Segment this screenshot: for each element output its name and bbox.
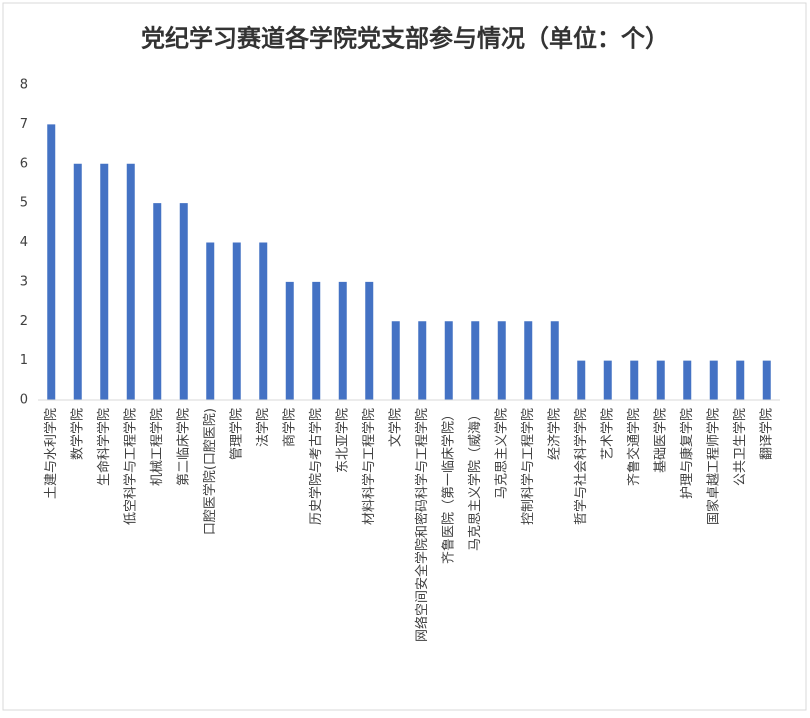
bar [153, 203, 162, 400]
x-tick-label: 第二临床学院 [175, 408, 191, 486]
bar [736, 360, 745, 400]
x-tick-label: 基础医学院 [652, 408, 668, 473]
bar [391, 321, 400, 400]
x-tick-label: 齐鲁医院（第一临床学院） [440, 408, 456, 564]
bar [577, 360, 586, 400]
bar [630, 360, 639, 400]
x-tick-label: 土建与水利学院 [43, 408, 59, 499]
bar [232, 242, 241, 400]
bar [603, 360, 612, 400]
y-tick-label: 4 [20, 235, 28, 250]
x-tick-label: 公共卫生学院 [732, 408, 748, 486]
x-tick-label: 文学院 [387, 408, 403, 447]
x-tick-label: 历史学院与考古学院 [308, 408, 324, 525]
bar [100, 163, 109, 400]
x-tick-label: 经济学院 [546, 408, 562, 460]
bar [73, 163, 82, 400]
bar [285, 281, 294, 400]
x-tick-label: 口腔医学院(口腔医院) [202, 408, 218, 535]
bar [206, 242, 215, 400]
bar [338, 281, 347, 400]
bar [418, 321, 427, 400]
x-tick-label: 翻译学院 [758, 408, 774, 460]
bar [471, 321, 480, 400]
x-tick-label: 齐鲁交通学院 [626, 408, 642, 486]
y-tick-label: 5 [20, 196, 28, 211]
y-tick-label: 3 [20, 274, 28, 289]
bar [497, 321, 506, 400]
x-tick-label: 机械工程学院 [149, 408, 165, 486]
x-tick-label: 马克思主义学院 [493, 408, 509, 499]
x-tick-label: 商学院 [281, 408, 297, 447]
x-tick-label: 护理与康复学院 [679, 408, 695, 499]
x-tick-label: 低空科学与工程学院 [122, 408, 138, 525]
bar [656, 360, 665, 400]
x-tick-label: 材料科学与工程学院 [361, 408, 377, 525]
x-tick-label: 哲学与社会科学学院 [573, 408, 589, 525]
y-tick-label: 1 [20, 353, 28, 368]
bar [47, 124, 56, 400]
chart-title: 党纪学习赛道各学院党支部参与情况（单位：个） [141, 24, 669, 53]
bar [550, 321, 559, 400]
bar [259, 242, 268, 400]
y-tick-label: 2 [20, 314, 28, 329]
y-tick-label: 0 [20, 393, 28, 408]
bar [126, 163, 135, 400]
x-tick-label: 马克思主义学院（威海） [467, 408, 483, 551]
y-tick-label: 7 [20, 117, 28, 132]
bar [179, 203, 188, 400]
x-tick-label: 法学院 [255, 408, 271, 447]
bar [524, 321, 533, 400]
x-tick-label: 数学学院 [69, 408, 85, 460]
x-tick-label: 生命科学学院 [96, 408, 112, 486]
x-tick-label: 东北亚学院 [334, 408, 350, 473]
y-tick-label: 6 [20, 156, 28, 171]
bar [365, 281, 374, 400]
x-tick-label: 艺术学院 [599, 408, 615, 460]
x-tick-label: 国家卓越工程师学院 [705, 408, 721, 525]
x-tick-label: 管理学院 [228, 408, 244, 460]
bar [683, 360, 692, 400]
y-tick-label: 8 [20, 78, 28, 93]
x-tick-label: 控制科学与工程学院 [520, 408, 536, 525]
bar [709, 360, 718, 400]
bar [762, 360, 771, 400]
x-tick-label: 网络空间安全学院和密码科学与工程学院 [414, 408, 430, 642]
bar [312, 281, 321, 400]
bar [444, 321, 453, 400]
